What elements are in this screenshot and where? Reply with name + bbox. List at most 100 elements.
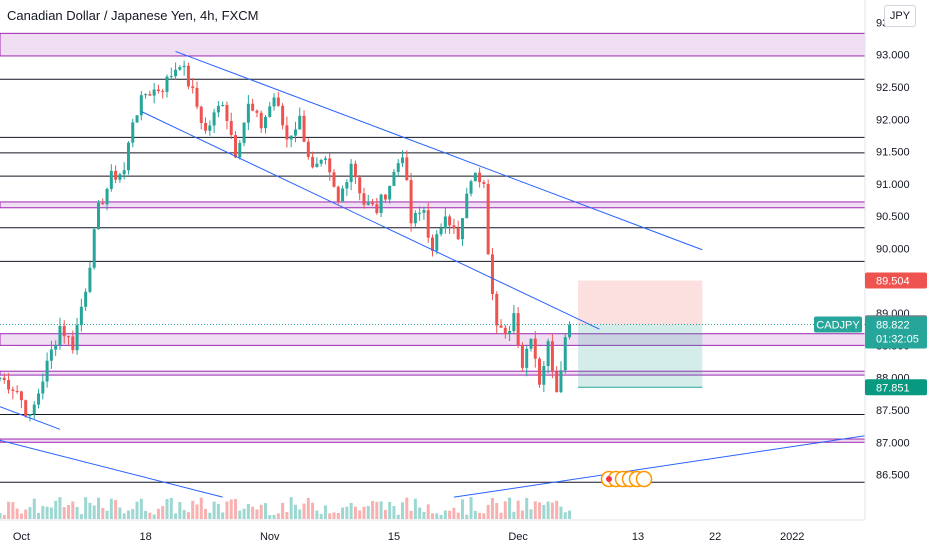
volume-bar — [550, 502, 554, 519]
volume-bar — [405, 497, 409, 519]
candle-body — [79, 306, 83, 326]
candle-body — [311, 156, 315, 168]
volume-bar — [478, 512, 482, 519]
volume-bar — [144, 510, 148, 519]
candle-body — [448, 216, 452, 226]
candle-body — [259, 112, 263, 129]
trend-lines — [0, 50, 866, 498]
candle-body — [216, 105, 220, 113]
volume-bar — [542, 504, 546, 519]
volume-bar — [259, 504, 263, 519]
volume-bar — [84, 497, 88, 519]
candle-body — [96, 203, 100, 230]
volume-bar — [238, 510, 242, 519]
volume-bar — [375, 501, 379, 519]
candle-body — [242, 122, 246, 143]
volume-bar — [366, 506, 370, 519]
volume-bar — [452, 507, 456, 519]
candle-body — [144, 94, 148, 96]
chart-title: Canadian Dollar / Japanese Yen, 4h, FXCM — [7, 8, 259, 23]
candle-body — [285, 125, 289, 140]
candle-body — [499, 325, 503, 328]
candle-body — [135, 115, 139, 123]
candle-body — [555, 371, 559, 393]
candle-body — [422, 210, 426, 213]
candle-body — [169, 76, 173, 78]
candle-body — [413, 213, 417, 224]
candle-body — [473, 172, 477, 182]
candle-body — [559, 370, 563, 393]
candle-body — [443, 216, 447, 229]
candles — [0, 60, 572, 422]
zone-2 — [0, 333, 866, 346]
candle-body — [520, 345, 524, 368]
volume-bar — [37, 512, 41, 519]
candle-body — [516, 313, 520, 346]
volume-bar — [174, 513, 178, 519]
price-axis: 86.50087.00087.50088.00088.50089.00089.5… — [876, 17, 910, 481]
volume-bar — [54, 500, 58, 519]
candle-body — [156, 89, 160, 91]
candle-body — [191, 86, 195, 88]
candle-body — [388, 185, 392, 200]
candle-body — [435, 234, 439, 251]
event-marker-icon — [635, 470, 653, 488]
volume-bar — [293, 504, 297, 519]
candle-body — [54, 344, 58, 350]
candle-body — [58, 326, 62, 345]
candle-body — [289, 135, 293, 140]
currency-button[interactable]: JPY — [884, 5, 916, 27]
volume-bar — [362, 506, 366, 519]
candle-body — [396, 163, 400, 172]
price-tick-label: 93.000 — [876, 50, 910, 62]
time-tick-label: 13 — [632, 531, 644, 543]
volume-bar — [568, 510, 572, 519]
candle-body — [490, 254, 494, 295]
trend-line-0 — [175, 50, 703, 251]
candle-body — [298, 115, 302, 130]
candle-body — [508, 331, 512, 335]
zone-0 — [0, 32, 866, 57]
candle-body — [0, 377, 2, 379]
symbol-label: CADJPY — [816, 320, 860, 332]
volume-bar — [0, 513, 2, 519]
volume-bar — [131, 509, 135, 519]
volume-bar — [28, 507, 32, 519]
volume-bar — [285, 511, 289, 519]
candle-body — [221, 105, 225, 107]
volume-bar — [191, 500, 195, 519]
candle-body — [32, 404, 36, 415]
volume-bar — [345, 506, 349, 519]
volume-bar — [114, 500, 118, 519]
candle-body — [105, 188, 109, 205]
volume-bar — [152, 514, 156, 519]
horizontal-levels — [0, 78, 865, 483]
volume-bar — [195, 504, 199, 519]
volume-bar — [426, 504, 430, 519]
candle-body — [478, 172, 482, 183]
volume-bar — [289, 497, 293, 519]
volume-bar — [431, 513, 434, 519]
candle-body — [88, 267, 92, 292]
candle-body — [503, 327, 507, 335]
volume-bar — [371, 500, 375, 519]
volume-bar — [19, 513, 23, 519]
candle-body — [456, 228, 460, 240]
candle-body — [195, 87, 199, 107]
volume-bar — [234, 499, 238, 519]
candle-body — [358, 177, 362, 194]
trend-line-3 — [0, 439, 223, 498]
candle-body — [465, 193, 469, 219]
volume-bar — [41, 506, 45, 519]
candle-body — [101, 203, 105, 205]
volume-bar — [503, 501, 507, 519]
volume-bar — [315, 510, 319, 519]
volume-bar — [563, 512, 567, 519]
volume-bar — [32, 498, 36, 519]
candle-body — [315, 163, 319, 168]
candle-body — [353, 163, 357, 178]
candle-body — [225, 105, 229, 122]
volume-bar — [323, 505, 327, 519]
candle-body — [375, 204, 379, 214]
